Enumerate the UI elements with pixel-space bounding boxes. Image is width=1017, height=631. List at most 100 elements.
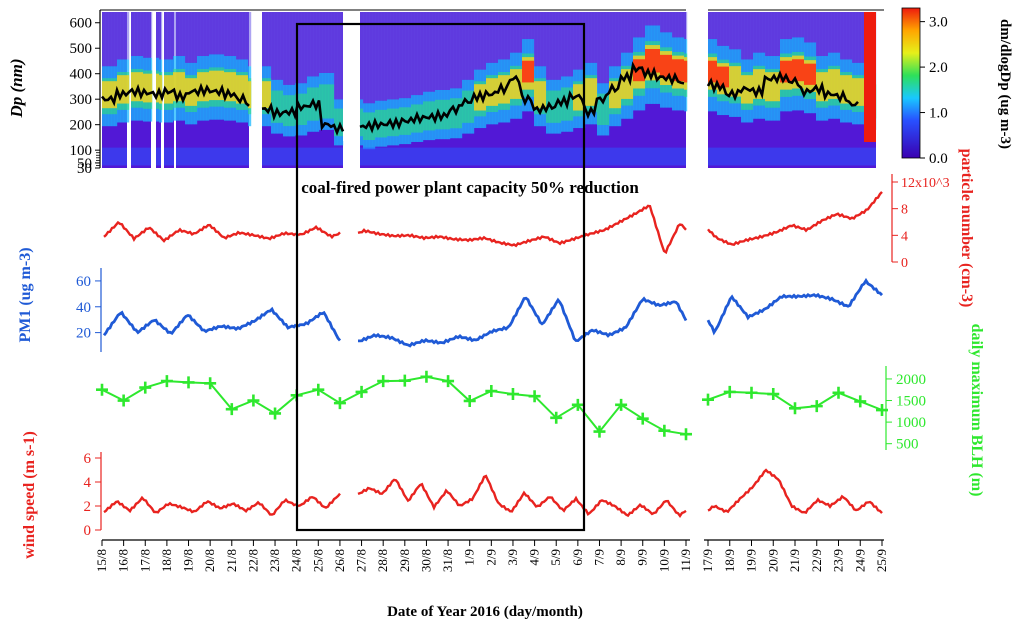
x-tick-label: 22/9 — [809, 549, 824, 572]
heat-col-top — [143, 12, 147, 58]
heat-col-yellow — [185, 78, 189, 106]
heat-col-yellow — [218, 70, 222, 101]
heat-col-top — [405, 12, 409, 99]
heat-col-yellow — [212, 70, 216, 101]
x-tick-label: 16/8 — [116, 549, 131, 572]
heat-col-top — [738, 12, 742, 50]
heat-col-top — [609, 12, 613, 67]
blh-marker — [225, 403, 238, 416]
highlight-box — [295, 22, 586, 532]
x-axis: 15/8 16/8 17/8 18/8 19/8 20/8 21/8 22/8 23/8 24/8… — [94, 539, 889, 572]
heat-col-top — [274, 12, 278, 80]
heat-col-yellow — [179, 72, 183, 102]
heat-col-top — [268, 12, 272, 67]
heat-col-red — [657, 48, 661, 73]
heat-col-top — [519, 12, 523, 53]
heat-col-top — [723, 12, 727, 46]
blh-panel: 2000 1500 1000 500 daily maximum BLH (m) — [96, 324, 985, 497]
heat-col-green — [322, 84, 326, 119]
heat-col-top — [423, 12, 427, 92]
heat-col-top — [651, 12, 655, 26]
heat-col-top — [510, 12, 514, 53]
heat-col-top — [286, 12, 290, 85]
heat-lower-band — [176, 147, 249, 166]
heat-col-top — [576, 12, 580, 70]
x-tick-label: 5/9 — [548, 549, 563, 566]
x-tick-label: 19/9 — [744, 549, 759, 572]
heat-col-top — [123, 12, 127, 60]
heat-col-yellow — [265, 81, 269, 109]
heat-col-yellow — [126, 75, 130, 104]
heat-col-top — [206, 12, 210, 57]
heat-col-top — [771, 12, 775, 57]
heat-col-yellow — [140, 72, 144, 102]
heat-col-top — [114, 12, 118, 67]
blh-marker — [96, 383, 108, 396]
heat-col-top — [639, 12, 643, 38]
heat-col-green — [468, 90, 472, 123]
heat-col-top — [579, 12, 583, 70]
blh-marker — [854, 395, 867, 408]
heat-col-yellow — [588, 78, 592, 106]
heat-col-top — [759, 12, 763, 53]
heat-col-top — [203, 12, 207, 57]
heat-col-yellow — [123, 75, 127, 104]
heat-col-red — [780, 60, 784, 83]
heat-col-top — [301, 12, 305, 84]
heat-col-top — [561, 12, 565, 77]
blh-marker — [528, 390, 541, 403]
heat-col-top — [825, 12, 829, 57]
heat-col-top — [313, 12, 317, 77]
blh-marker — [117, 394, 130, 407]
heat-col-top — [185, 12, 189, 63]
heat-col-top — [414, 12, 418, 96]
heat-col-top — [432, 12, 436, 92]
x-tick-label: 22/8 — [245, 549, 260, 572]
heat-col-top — [402, 12, 406, 99]
heat-col-yellow — [732, 66, 736, 97]
heat-col-yellow — [753, 69, 757, 99]
heat-col-top — [735, 12, 739, 50]
heat-col-yellow — [117, 75, 121, 104]
heat-col-top — [618, 12, 622, 67]
heat-col-yellow — [540, 81, 544, 109]
heat-col-yellow — [108, 81, 112, 109]
heat-col-red — [801, 59, 805, 82]
heat-col-green — [453, 98, 457, 129]
heat-col-top — [486, 12, 490, 63]
heat-col-yellow — [197, 72, 201, 102]
heat-col-top — [411, 12, 415, 96]
blh-marker — [333, 397, 346, 410]
heat-col-yellow — [615, 81, 619, 109]
heat-col-red — [786, 60, 790, 83]
heat-col-top — [567, 12, 571, 77]
heat-col-top — [340, 12, 344, 100]
heat-col-top — [242, 12, 246, 60]
heat-col-yellow — [156, 73, 160, 103]
heat-col-top — [552, 12, 556, 80]
heat-col-top — [708, 12, 712, 40]
heat-col-top — [663, 12, 667, 33]
heat-col-green — [328, 84, 332, 119]
blh-marker — [550, 411, 563, 424]
heat-col-top — [292, 12, 296, 85]
heat-col-top — [573, 12, 577, 70]
heat-col-green — [570, 87, 574, 121]
heat-col-top — [465, 12, 469, 80]
heat-col-top — [720, 12, 724, 46]
heat-col-top — [447, 12, 451, 90]
blh-axis-label: daily maximum BLH (m) — [968, 324, 985, 497]
blh-tick-label: 500 — [896, 437, 919, 453]
heat-col-top — [585, 12, 589, 63]
x-axis-label: Date of Year 2016 (day/month) — [387, 604, 583, 620]
heat-col-top — [360, 12, 364, 100]
heat-col-top — [369, 12, 373, 104]
heat-lower-band — [360, 147, 686, 166]
blh-tick-label: 1500 — [896, 394, 926, 410]
x-tick-label: 28/8 — [375, 549, 390, 572]
heat-col-top — [798, 12, 802, 38]
colorbar-ramp — [901, 7, 921, 159]
heat-col-yellow — [120, 75, 124, 104]
heat-col-top — [438, 12, 442, 90]
heat-col-yellow — [777, 72, 781, 102]
